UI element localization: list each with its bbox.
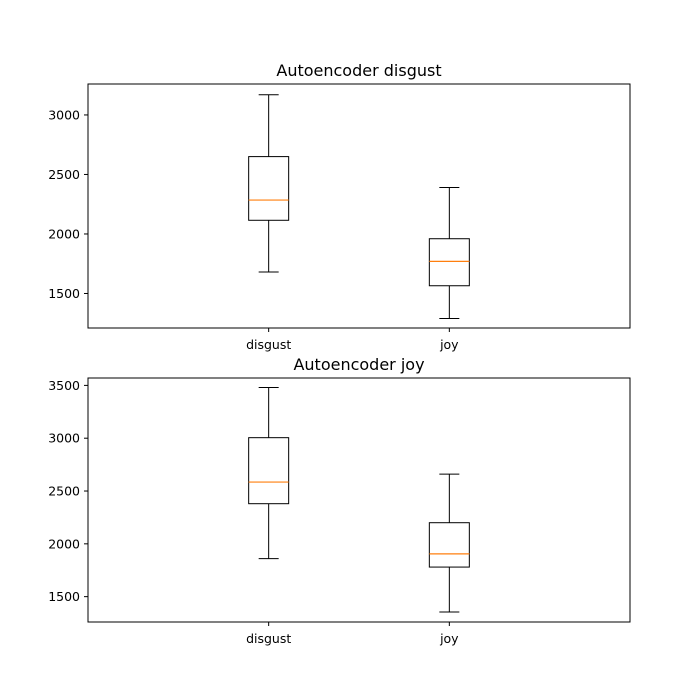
y-tick-label: 2000	[48, 226, 80, 241]
y-tick-label: 3000	[48, 107, 80, 122]
interquartile-box	[428, 522, 470, 568]
interquartile-box	[428, 238, 470, 287]
y-tick-label: 2500	[48, 484, 80, 499]
interquartile-box	[248, 156, 290, 221]
box-disgust	[248, 94, 290, 273]
box-series	[248, 387, 470, 613]
x-tick-label: joy	[439, 337, 459, 352]
axes-frame	[87, 83, 631, 329]
subplot-autoencoder-disgust: Autoencoder disgust 1500 2000 2500 3000 dis…	[48, 61, 631, 352]
y-tick-label: 2500	[48, 167, 80, 182]
x-tick-label: disgust	[246, 631, 291, 646]
y-tick-label: 3000	[48, 431, 80, 446]
subplot-autoencoder-joy: Autoencoder joy 1500 2000 2500 3000 3500 dis…	[48, 355, 631, 646]
y-axis: 1500 2000 2500 3000	[48, 107, 88, 301]
box-joy	[428, 473, 470, 613]
plot-title: Autoencoder joy	[293, 355, 424, 374]
x-axis: disgust joy	[246, 328, 459, 352]
axes-frame	[87, 377, 631, 623]
x-tick-label: joy	[439, 631, 459, 646]
y-axis: 1500 2000 2500 3000 3500	[48, 378, 88, 604]
y-tick-label: 1500	[48, 589, 80, 604]
y-tick-label: 3500	[48, 378, 80, 393]
x-tick-label: disgust	[246, 337, 291, 352]
box-series	[248, 94, 470, 319]
interquartile-box	[248, 437, 290, 505]
y-tick-label: 2000	[48, 536, 80, 551]
box-joy	[428, 187, 470, 319]
box-disgust	[248, 387, 290, 560]
plot-title: Autoencoder disgust	[276, 61, 441, 80]
x-axis: disgust joy	[246, 622, 459, 646]
y-tick-label: 1500	[48, 286, 80, 301]
